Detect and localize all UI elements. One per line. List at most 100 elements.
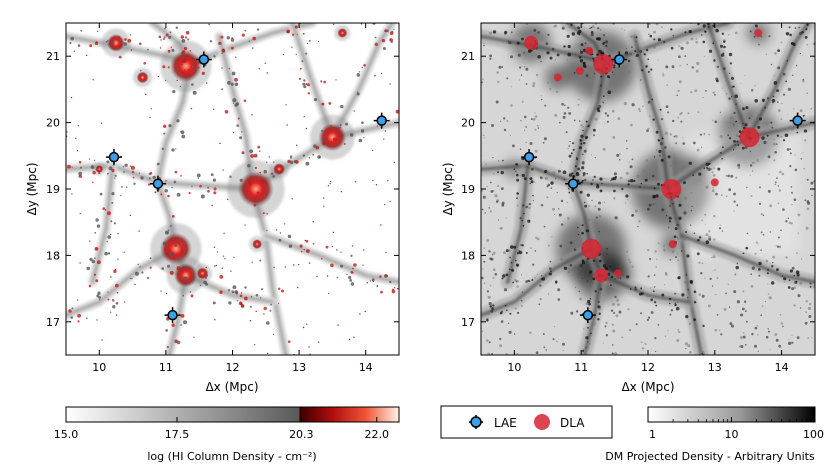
- hi-absorber: [337, 127, 340, 130]
- hi-absorber: [376, 285, 379, 287]
- dm-particle: [644, 178, 648, 182]
- hi-absorber: [253, 153, 258, 158]
- y-tick-label: 18: [46, 249, 60, 262]
- hi-absorber: [180, 35, 184, 39]
- hi-absorber: [321, 102, 325, 106]
- dm-particle: [676, 236, 678, 238]
- dm-particle: [702, 24, 706, 28]
- dm-particle: [745, 246, 749, 250]
- hi-absorber: [131, 170, 135, 174]
- lae-point: [579, 307, 596, 324]
- dm-particle: [689, 350, 692, 354]
- hi-absorber: [290, 160, 294, 164]
- hi-absorber: [363, 64, 366, 67]
- dm-particle: [587, 219, 591, 222]
- hi-absorber: [301, 60, 304, 63]
- hi-absorber: [258, 68, 261, 70]
- dm-particle: [665, 105, 669, 108]
- dm-particle: [749, 150, 751, 153]
- hi-absorber: [350, 282, 355, 286]
- dm-particle: [595, 216, 598, 219]
- hi-absorber: [307, 92, 310, 95]
- dm-particle: [701, 262, 704, 265]
- dm-particle: [577, 234, 580, 236]
- hi-absorber: [321, 257, 323, 260]
- hi-absorber: [362, 264, 364, 266]
- dm-particle: [673, 135, 676, 138]
- dm-particle: [568, 145, 571, 147]
- y-tick-label: 17: [46, 316, 60, 329]
- dm-particle: [576, 270, 578, 273]
- dm-particle: [704, 277, 706, 279]
- hi-absorber: [214, 265, 216, 267]
- dm-filament-core: [666, 187, 704, 355]
- hi-absorber: [308, 39, 311, 42]
- hi-absorber: [253, 203, 257, 207]
- dm-particle: [612, 344, 614, 346]
- dm-particle: [748, 117, 751, 120]
- dm-particle: [716, 79, 719, 83]
- dm-particle: [625, 171, 629, 175]
- dm-particle: [766, 97, 770, 100]
- hi-absorber: [259, 150, 261, 152]
- dm-particle: [535, 73, 539, 77]
- dm-particle: [793, 286, 797, 289]
- hi-absorber: [137, 263, 139, 266]
- hi-absorber: [180, 131, 182, 133]
- dm-particle: [580, 142, 583, 145]
- dm-particle: [695, 38, 698, 40]
- dm-particle: [609, 265, 612, 268]
- dm-particle: [604, 325, 607, 328]
- hi-absorber: [106, 240, 108, 243]
- hi-absorber: [222, 255, 225, 257]
- hi-absorber: [211, 204, 213, 207]
- dm-particle: [682, 137, 684, 139]
- dm-colorbar-tick-label: 10: [725, 428, 739, 441]
- dm-particle: [631, 158, 634, 161]
- dm-particle: [565, 131, 568, 134]
- dm-particle: [657, 139, 661, 142]
- hi-absorber: [391, 30, 394, 33]
- dm-particle: [745, 344, 747, 346]
- dm-particle: [594, 221, 596, 223]
- dm-particle: [806, 178, 809, 181]
- dm-particle: [668, 216, 672, 220]
- hi-absorber: [336, 135, 339, 138]
- dm-particle: [528, 206, 531, 210]
- dm-filament-core: [632, 34, 670, 191]
- dm-particle: [690, 37, 694, 41]
- dm-particle: [506, 120, 509, 122]
- dm-particle: [657, 242, 660, 245]
- dm-particle: [802, 78, 805, 81]
- dm-particle: [580, 43, 584, 46]
- dm-particle: [613, 312, 616, 314]
- dm-particle: [581, 224, 584, 227]
- dm-particle: [803, 168, 805, 170]
- dm-particle: [698, 261, 701, 264]
- dm-particle: [488, 341, 491, 344]
- dm-particle: [549, 88, 552, 90]
- hi-absorber: [267, 352, 269, 355]
- dm-particle: [804, 321, 808, 325]
- hi-absorber: [189, 50, 192, 52]
- dm-particle: [666, 215, 668, 217]
- dm-particle: [749, 164, 753, 167]
- dm-particle: [544, 104, 547, 107]
- hi-absorber: [161, 267, 164, 270]
- dm-particle: [486, 239, 490, 242]
- hi-absorber: [400, 289, 402, 291]
- dm-particle: [599, 189, 603, 193]
- dm-particle: [543, 137, 547, 141]
- hi-absorber: [110, 220, 113, 223]
- dm-particle: [624, 51, 629, 55]
- dm-particle: [590, 332, 592, 335]
- hi-absorber: [298, 77, 301, 80]
- dm-particle: [639, 54, 642, 57]
- dm-particle: [685, 274, 687, 276]
- dm-particle: [567, 147, 569, 150]
- dm-particle: [777, 66, 781, 70]
- dm-particle: [519, 148, 522, 150]
- dm-particle: [761, 106, 764, 108]
- dm-particle: [514, 307, 517, 310]
- dm-particle: [790, 186, 793, 188]
